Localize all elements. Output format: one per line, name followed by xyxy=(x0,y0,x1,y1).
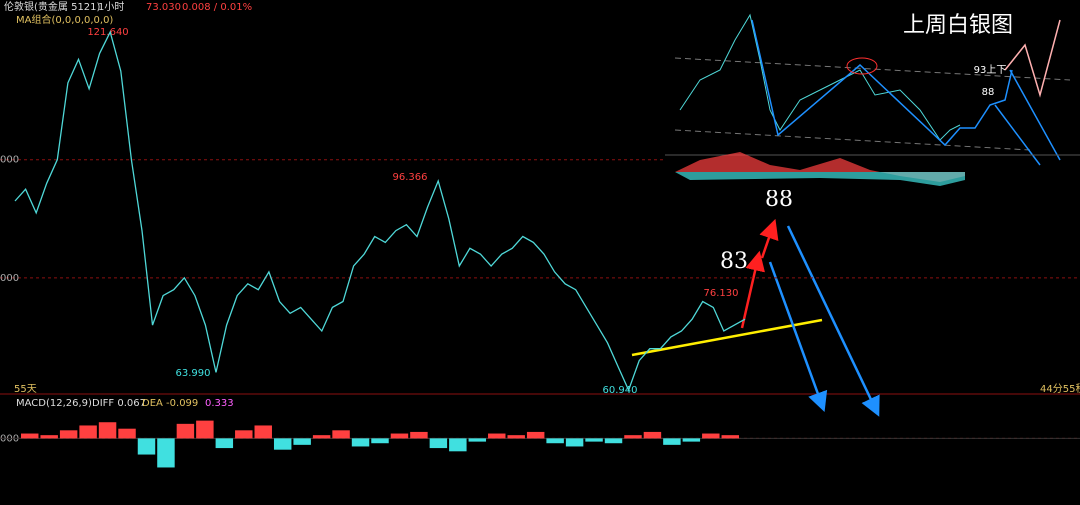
macd-bar xyxy=(235,430,253,439)
macd-bar xyxy=(468,438,487,442)
macd-bar xyxy=(410,431,428,439)
macd-bar xyxy=(196,420,214,439)
arrow-down xyxy=(786,225,880,417)
arrow-down xyxy=(768,261,828,413)
price-annotation: 63.990 xyxy=(176,368,211,379)
macd-bar xyxy=(98,422,117,439)
macd-bar xyxy=(273,438,292,450)
change: 0.008 / 0.01% xyxy=(182,2,252,13)
macd-bar xyxy=(643,431,662,439)
inset-note: 93上下 xyxy=(974,64,1007,76)
macd-value: 0.333 xyxy=(205,398,234,409)
inset-path xyxy=(751,19,1013,147)
macd-bar xyxy=(546,438,564,444)
macd-bar xyxy=(663,438,681,445)
price-line xyxy=(14,30,746,392)
y-tick-label: 000 xyxy=(0,273,19,284)
price-annotation: 60.940 xyxy=(603,385,638,396)
macd-bar xyxy=(351,438,370,447)
macd-bar xyxy=(488,433,506,439)
macd-label: MACD(12,26,9) xyxy=(16,398,92,409)
macd-bar xyxy=(702,433,720,439)
ma-label: MA组合(0,0,0,0,0,0) xyxy=(16,13,113,26)
price-annotation: 121.640 xyxy=(87,27,128,38)
macd-bar xyxy=(565,438,584,447)
macd-diff: DIFF 0.067 xyxy=(92,398,146,409)
inset-price xyxy=(679,13,961,141)
macd-bar xyxy=(215,438,234,449)
macd-bar xyxy=(157,438,175,468)
macd-bar xyxy=(682,438,701,442)
macd-bar xyxy=(429,438,448,449)
macd-bar xyxy=(312,435,331,439)
macd-bar xyxy=(332,430,350,439)
macd-bar xyxy=(507,435,525,439)
macd-bar xyxy=(390,433,409,439)
y-tick-label: 000 xyxy=(0,155,19,166)
target-low: 83 xyxy=(720,249,748,274)
inset-circle xyxy=(846,57,878,75)
inset-line xyxy=(674,57,1071,81)
arrow-up xyxy=(740,250,765,329)
macd-bar xyxy=(79,425,97,439)
macd-bar xyxy=(721,435,739,439)
inset-title: 上周白银图 xyxy=(903,13,1013,38)
macd-bar xyxy=(371,438,389,444)
macd-bar xyxy=(293,438,311,445)
price-annotation: 76.130 xyxy=(704,288,739,299)
target-high: 88 xyxy=(765,187,793,212)
macd-bar xyxy=(59,430,78,439)
footer-right: 44分55秒 xyxy=(1040,382,1080,395)
inset-path xyxy=(1004,19,1061,98)
period: 1小时 xyxy=(98,1,124,13)
macd-bar xyxy=(176,423,195,439)
macd-bar xyxy=(254,425,272,439)
footer-left: 55天 xyxy=(14,384,37,395)
macd-bar xyxy=(118,428,136,439)
arrow-up xyxy=(759,218,779,259)
inset-arrow xyxy=(1009,69,1061,161)
macd-bar xyxy=(526,431,545,439)
price-annotation: 96.366 xyxy=(393,172,428,183)
macd-bar xyxy=(585,438,603,442)
macd-dea: DEA -0.099 xyxy=(142,398,198,409)
macd-bar xyxy=(40,435,58,439)
inset-macd xyxy=(675,172,965,186)
inset-target: 88 xyxy=(982,87,995,98)
trend-line xyxy=(631,318,823,357)
macd-bar xyxy=(604,438,623,444)
macd-bar xyxy=(137,438,156,455)
macd-bar xyxy=(449,438,467,452)
price: 73.030 xyxy=(146,2,181,13)
macd-bar xyxy=(624,435,642,439)
symbol: 伦敦银(贵金属 5121) xyxy=(4,0,101,13)
macd-bar xyxy=(21,433,39,439)
inset: 上周白银图 93上下 88 xyxy=(665,0,1080,190)
